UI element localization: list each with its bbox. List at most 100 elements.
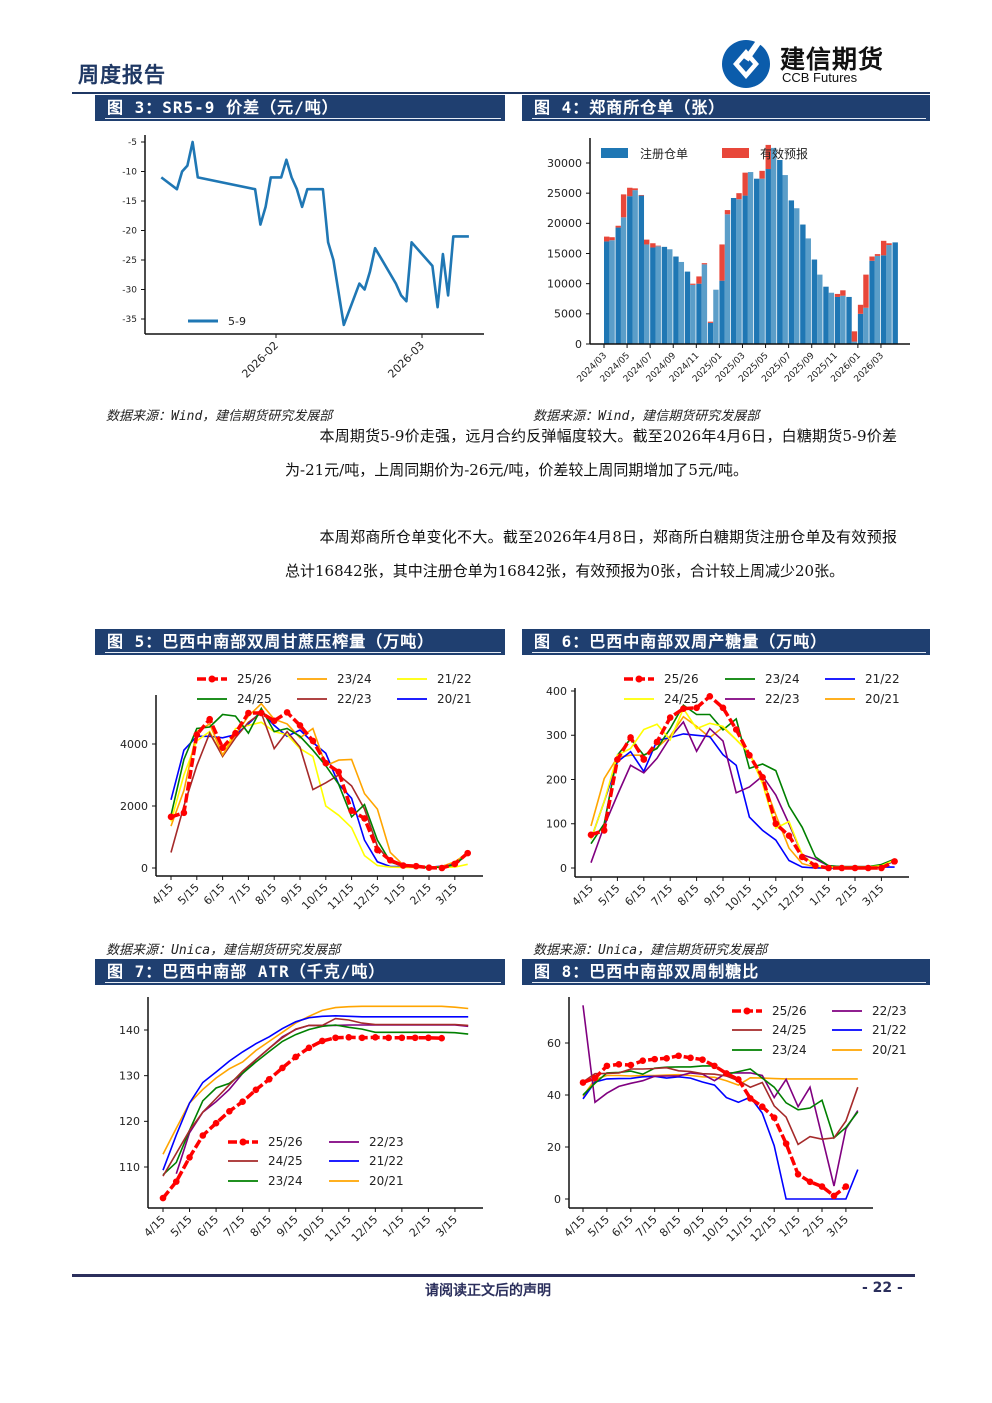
x-tick-label: 11/15 — [322, 1213, 354, 1245]
bar-registered — [823, 286, 829, 344]
data-point — [838, 864, 846, 872]
fig8-chart: 02040604/155/156/157/158/159/1510/1511/1… — [547, 997, 907, 1245]
data-point — [732, 726, 740, 733]
x-tick-label: 8/15 — [675, 882, 702, 909]
legend-label: 23/24 — [268, 1174, 303, 1188]
data-point — [279, 1064, 286, 1072]
bar-registered — [673, 256, 679, 344]
x-tick-label: 8/15 — [253, 881, 280, 908]
bar-registered — [690, 284, 696, 344]
series-line-22-23 — [175, 1024, 469, 1175]
bar-registered — [620, 217, 627, 344]
series-line-21-22 — [582, 1075, 859, 1200]
data-point — [305, 1044, 313, 1052]
bar-registered — [782, 175, 788, 344]
x-tick-label: 4/15 — [561, 1213, 588, 1240]
legend-label: 5-9 — [228, 315, 246, 328]
legend-label: 23/24 — [772, 1043, 807, 1057]
series-line-25-26 — [161, 1035, 442, 1200]
bar-registered — [828, 292, 835, 344]
data-point — [399, 862, 407, 869]
y-tick-label: 30000 — [547, 157, 582, 170]
series-line-25-26 — [170, 710, 469, 870]
x-tick-label: 5/15 — [585, 1213, 612, 1240]
bar-registered — [770, 147, 777, 344]
data-point — [387, 856, 394, 864]
data-point — [283, 709, 291, 716]
data-point — [711, 1062, 718, 1070]
bar-registered — [886, 245, 892, 344]
x-tick-label: 2/15 — [800, 1213, 827, 1240]
legend-label: 21/22 — [437, 672, 472, 686]
bar-forecast — [719, 244, 725, 281]
legend-swatch — [601, 148, 628, 158]
bar-forecast — [696, 276, 702, 284]
fig3-title: 图 3：SR5-9 价差（元/吨） — [95, 95, 505, 121]
bar-forecast — [707, 321, 714, 323]
y-tick-label: 15000 — [547, 247, 582, 260]
data-point — [640, 756, 648, 763]
y-tick-label: 0 — [554, 1193, 561, 1206]
x-tick-label: 1/15 — [380, 1213, 407, 1240]
y-tick-label: 120 — [119, 1115, 140, 1128]
data-point — [680, 705, 687, 712]
x-tick-label: 12/15 — [748, 1213, 780, 1245]
x-tick-label: 2026-03 — [385, 339, 427, 381]
data-point — [206, 715, 213, 723]
bar-registered — [609, 240, 615, 344]
series-line-20-21 — [162, 1005, 469, 1155]
bar-registered — [777, 159, 783, 344]
data-point — [180, 809, 188, 817]
series-line-21-22 — [162, 1014, 469, 1171]
legend-label: 20/21 — [369, 1174, 404, 1188]
legend-label: 24/25 — [237, 692, 272, 706]
bar-registered — [754, 178, 760, 344]
x-tick-label: 10/15 — [299, 881, 331, 913]
legend-label: 21/22 — [865, 672, 900, 686]
data-point — [663, 1055, 670, 1062]
data-point — [239, 1098, 246, 1105]
bar-registered — [627, 196, 633, 344]
y-tick-label: -25 — [122, 256, 137, 266]
bar-registered — [644, 244, 650, 344]
x-tick-label: 6/15 — [609, 1213, 636, 1240]
x-tick-label: 4/15 — [569, 882, 596, 909]
data-point — [219, 744, 226, 752]
x-tick-label: 3/15 — [860, 882, 887, 909]
bar-registered — [892, 242, 898, 344]
y-tick-label: 20000 — [547, 217, 582, 230]
fig3-chart: -5 -10 -15 -20 -25 -30 -35 2026-02 2026-03 5-9 — [122, 135, 484, 381]
data-point — [627, 734, 634, 741]
data-point — [706, 693, 714, 700]
data-point — [425, 1034, 432, 1042]
legend-label: 22/23 — [337, 692, 372, 706]
bar-registered — [730, 197, 737, 344]
series-line-5-9 — [160, 140, 469, 327]
y-tick-label: 20 — [547, 1141, 561, 1154]
data-point — [639, 1057, 647, 1064]
bar-forecast — [857, 304, 864, 314]
data-point — [878, 864, 885, 872]
legend-marker — [208, 675, 216, 683]
data-point — [587, 831, 595, 839]
legend-marker — [635, 675, 643, 683]
bar-registered — [661, 246, 668, 344]
footer-rule — [72, 1274, 915, 1277]
legend-marker — [743, 1007, 751, 1015]
body-paragraph-2: 本周郑商所仓单变化不大。截至2026年4月8日，郑商所白糖期货注册仓单及有效预报… — [285, 528, 897, 580]
data-point — [348, 807, 355, 814]
data-point — [614, 756, 621, 763]
data-point — [746, 751, 753, 759]
x-tick-label: 6/15 — [201, 881, 228, 908]
y-tick-label: -15 — [122, 197, 137, 207]
series-line-24-25 — [582, 1066, 859, 1146]
bar-registered — [615, 227, 621, 344]
data-point — [772, 820, 780, 828]
bar-registered — [604, 241, 610, 344]
y-tick-label: 400 — [546, 685, 567, 698]
disclaimer-note: 请阅读正文后的声明 — [425, 1283, 551, 1299]
report-type-label: 周度报告 — [78, 62, 166, 87]
x-tick-label: 7/15 — [221, 1213, 248, 1240]
y-tick-label: -20 — [122, 227, 137, 237]
series-line-20-21 — [582, 1073, 858, 1097]
